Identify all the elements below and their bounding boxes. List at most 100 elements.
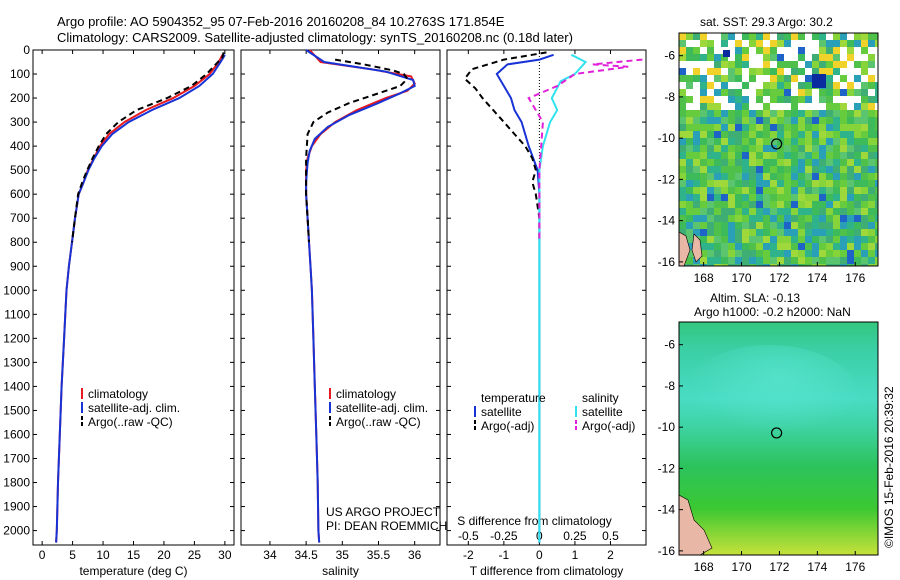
sst-cell: [679, 208, 686, 215]
sst-cell: [735, 47, 742, 54]
sst-cell: [777, 201, 784, 208]
sst-cell: [728, 33, 735, 40]
sst-cell: [777, 96, 784, 103]
sst-cell: [728, 187, 735, 194]
sst-cell: [728, 110, 735, 117]
sst-cell: [805, 131, 812, 138]
sst-cell: [840, 250, 847, 257]
sst-cell: [777, 173, 784, 180]
sst-cell: [742, 117, 749, 124]
sst-cell: [861, 173, 868, 180]
sst-cell: [763, 215, 770, 222]
x-tick-label: 15: [127, 548, 141, 562]
sst-cell: [707, 243, 714, 250]
sst-cell: [693, 96, 700, 103]
sst-cell: [707, 264, 714, 266]
sst-cell: [854, 124, 861, 131]
sst-cell: [847, 152, 854, 159]
sst-cell: [819, 159, 826, 166]
sst-cell: [686, 138, 693, 145]
sst-cell: [714, 173, 721, 180]
sst-cell: [749, 47, 756, 54]
sst-cell: [791, 33, 798, 40]
sst-cell: [826, 173, 833, 180]
sst-cell: [875, 222, 878, 229]
sst-cell: [735, 180, 742, 187]
sst-cell: [770, 229, 777, 236]
sst-cell: [868, 110, 875, 117]
sst-cell: [700, 222, 707, 229]
sst-cell: [854, 215, 861, 222]
sst-cell: [770, 222, 777, 229]
sst-cell: [763, 243, 770, 250]
sst-cell: [735, 145, 742, 152]
sst-cell: [756, 229, 763, 236]
sst-cell: [840, 215, 847, 222]
sst-cell: [728, 145, 735, 152]
sst-cell: [693, 138, 700, 145]
sst-cell: [847, 257, 854, 264]
sst-cell: [714, 187, 721, 194]
sst-cell: [875, 264, 878, 266]
sst-cell: [700, 40, 707, 47]
sst-cell: [700, 166, 707, 173]
sst-cell: [819, 257, 826, 264]
sst-cell: [763, 257, 770, 264]
sst-cell: [784, 215, 791, 222]
sst-cell: [749, 75, 756, 82]
sst-cell: [812, 166, 819, 173]
sst-cell: [861, 82, 868, 89]
sst-cell: [798, 89, 805, 96]
sst-cell: [847, 201, 854, 208]
sst-cell: [679, 187, 686, 194]
map-y-tick-label: -12: [658, 461, 676, 475]
sst-cell: [749, 103, 756, 110]
sst-cell: [784, 236, 791, 243]
sst-cell: [700, 33, 707, 40]
sst-cell: [770, 173, 777, 180]
map-x-tick-label: 170: [732, 560, 752, 574]
sst-cell: [798, 243, 805, 250]
sst-cell: [763, 236, 770, 243]
sst-cell: [861, 124, 868, 131]
sst-cell: [812, 124, 819, 131]
sst-cell: [798, 61, 805, 68]
sst-cell: [875, 138, 878, 145]
salinity-profile-panel: 34 34.5 35 35.5 36 salinity climatologysatelli…: [240, 49, 441, 578]
sst-cell: [735, 89, 742, 96]
sst-cell: [875, 75, 878, 82]
sst-cell: [770, 33, 777, 40]
sst-cell: [707, 250, 714, 257]
sst-cell: [763, 159, 770, 166]
sst-cell: [784, 124, 791, 131]
sst-cell: [770, 75, 777, 82]
sst-cell: [707, 166, 714, 173]
sst-cell: [756, 82, 763, 89]
sst-cell: [875, 173, 878, 180]
sst-cell: [714, 82, 721, 89]
sst-cell: [868, 166, 875, 173]
sst-cell: [714, 40, 721, 47]
sst-cell: [875, 152, 878, 159]
sst-cell: [700, 82, 707, 89]
sst-cell: [707, 159, 714, 166]
sst-cell: [679, 173, 686, 180]
sst-cell: [833, 194, 840, 201]
sst-cell: [826, 264, 833, 266]
sst-cell: [777, 61, 784, 68]
sst-cell: [833, 68, 840, 75]
sst-cell: [763, 124, 770, 131]
sst-cell: [826, 54, 833, 61]
sst-cell: [875, 96, 878, 103]
sst-cell: [686, 103, 693, 110]
sst-cell: [686, 82, 693, 89]
sst-cell: [700, 180, 707, 187]
sst-cell: [707, 194, 714, 201]
sst-cell: [812, 236, 819, 243]
sst-cell: [840, 152, 847, 159]
sst-cell: [854, 110, 861, 117]
sst-cell: [728, 159, 735, 166]
sst-cell: [833, 117, 840, 124]
sst-cell: [833, 47, 840, 54]
sst-cell: [861, 166, 868, 173]
